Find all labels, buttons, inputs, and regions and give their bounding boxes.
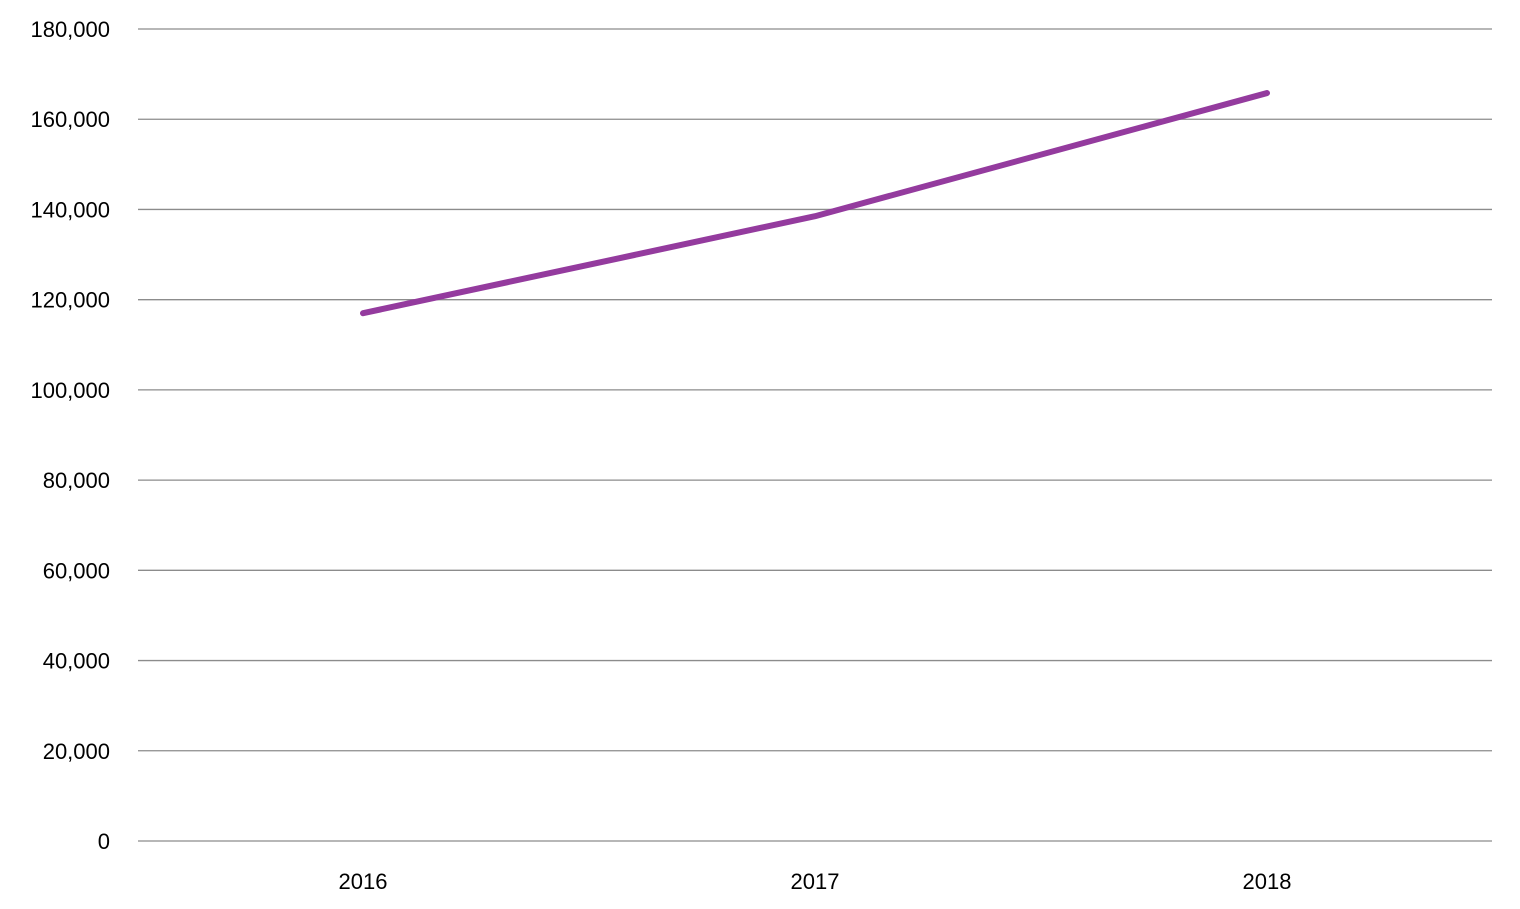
y-tick-label: 0 (98, 829, 110, 854)
series-line-0 (360, 90, 1270, 317)
y-tick-label: 80,000 (43, 468, 110, 493)
x-tick-label-2018: 2018 (1243, 869, 1292, 894)
x-tick-label-2017: 2017 (791, 869, 840, 894)
y-tick-label: 100,000 (30, 378, 110, 403)
y-tick-label: 40,000 (43, 649, 110, 674)
y-tick-label: 20,000 (43, 739, 110, 764)
y-tick-label: 120,000 (30, 288, 110, 313)
y-tick-label: 140,000 (30, 197, 110, 222)
y-tick-label: 60,000 (43, 558, 110, 583)
x-axis-tick-labels: 2016 2017 2018 (339, 869, 1292, 894)
series-lines (360, 90, 1270, 317)
x-tick-label-2016: 2016 (339, 869, 388, 894)
y-tick-label: 180,000 (30, 17, 110, 42)
y-axis-tick-labels: 0 20,000 40,000 60,000 80,000 100,000 120,000 1… (30, 17, 110, 854)
gridlines (138, 28, 1492, 842)
y-tick-label: 160,000 (30, 107, 110, 132)
